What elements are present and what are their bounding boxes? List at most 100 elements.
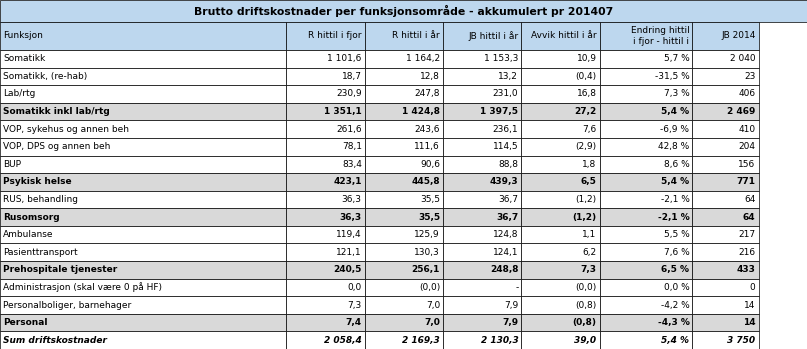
Text: 64: 64 — [743, 213, 755, 222]
Text: 16,8: 16,8 — [576, 89, 596, 98]
Text: 64: 64 — [744, 195, 755, 204]
Text: VOP, DPS og annen beh: VOP, DPS og annen beh — [3, 142, 111, 151]
Text: 119,4: 119,4 — [337, 230, 362, 239]
Text: Brutto driftskostnader per funksjonsområde - akkumulert pr 201407: Brutto driftskostnader per funksjonsområ… — [194, 5, 613, 17]
Bar — [286, 208, 365, 226]
Text: Psykisk helse: Psykisk helse — [3, 177, 72, 186]
Text: 217: 217 — [738, 230, 755, 239]
Bar — [692, 244, 759, 261]
Text: (1,2): (1,2) — [575, 195, 596, 204]
Bar — [365, 244, 443, 261]
Bar — [600, 261, 692, 279]
Text: 111,6: 111,6 — [414, 142, 440, 151]
Bar — [0, 173, 286, 191]
Bar — [286, 261, 365, 279]
Text: 35,5: 35,5 — [418, 213, 440, 222]
Text: (0,0): (0,0) — [575, 283, 596, 292]
Bar — [365, 85, 443, 103]
Text: 6,5 %: 6,5 % — [662, 265, 689, 274]
Bar — [0, 22, 286, 50]
Bar — [443, 332, 521, 349]
Bar — [443, 22, 521, 50]
Bar — [692, 226, 759, 244]
Text: 36,3: 36,3 — [341, 195, 362, 204]
Bar — [521, 279, 600, 296]
Bar — [521, 296, 600, 314]
Bar — [692, 191, 759, 208]
Bar — [286, 226, 365, 244]
Bar — [600, 85, 692, 103]
Text: 771: 771 — [737, 177, 755, 186]
Text: -31,5 %: -31,5 % — [654, 72, 689, 81]
Bar — [600, 208, 692, 226]
Bar — [286, 138, 365, 156]
Text: R hittil i fjor: R hittil i fjor — [308, 31, 362, 40]
Bar — [600, 279, 692, 296]
Bar — [365, 261, 443, 279]
Text: 230,9: 230,9 — [337, 89, 362, 98]
Bar — [0, 85, 286, 103]
Bar — [521, 50, 600, 68]
Bar — [521, 226, 600, 244]
Text: 247,8: 247,8 — [415, 89, 440, 98]
Text: 36,7: 36,7 — [498, 195, 518, 204]
Bar — [692, 173, 759, 191]
Text: -4,3 %: -4,3 % — [658, 318, 689, 327]
Text: 5,4 %: 5,4 % — [662, 336, 689, 345]
Bar — [692, 261, 759, 279]
Bar — [286, 244, 365, 261]
Text: Sum driftskostnader: Sum driftskostnader — [3, 336, 107, 345]
Text: 1 101,6: 1 101,6 — [328, 54, 362, 63]
Text: 7,0: 7,0 — [426, 300, 440, 310]
Text: 8,6 %: 8,6 % — [663, 160, 689, 169]
Text: R hittil i år: R hittil i år — [392, 31, 440, 40]
Bar — [365, 226, 443, 244]
Text: Prehospitale tjenester: Prehospitale tjenester — [3, 265, 117, 274]
Bar — [0, 50, 286, 68]
Text: 5,4 %: 5,4 % — [661, 177, 689, 186]
Bar — [0, 120, 286, 138]
Bar — [600, 120, 692, 138]
Bar — [365, 22, 443, 50]
Text: 7,3: 7,3 — [580, 265, 596, 274]
Text: 261,6: 261,6 — [337, 125, 362, 134]
Bar — [521, 332, 600, 349]
Text: 1 424,8: 1 424,8 — [402, 107, 440, 116]
Bar — [443, 173, 521, 191]
Text: 216: 216 — [738, 248, 755, 257]
Bar — [521, 314, 600, 332]
Text: 10,9: 10,9 — [576, 54, 596, 63]
Text: Lab/rtg: Lab/rtg — [3, 89, 36, 98]
Bar — [0, 138, 286, 156]
Bar — [286, 332, 365, 349]
Text: 13,2: 13,2 — [499, 72, 518, 81]
Bar — [365, 68, 443, 85]
Bar — [286, 314, 365, 332]
Bar — [286, 296, 365, 314]
Text: Personal: Personal — [3, 318, 48, 327]
Bar — [365, 50, 443, 68]
Text: 410: 410 — [738, 125, 755, 134]
Text: Funksjon: Funksjon — [3, 31, 43, 40]
Bar — [443, 191, 521, 208]
Text: 7,4: 7,4 — [345, 318, 362, 327]
Text: 130,3: 130,3 — [414, 248, 440, 257]
Text: 0: 0 — [750, 283, 755, 292]
Bar — [692, 22, 759, 50]
Text: Ambulanse: Ambulanse — [3, 230, 53, 239]
Bar — [692, 314, 759, 332]
Text: 6,2: 6,2 — [583, 248, 596, 257]
Text: 3 750: 3 750 — [727, 336, 755, 345]
Text: 121,1: 121,1 — [337, 248, 362, 257]
Text: 5,4 %: 5,4 % — [661, 107, 689, 116]
Bar — [443, 296, 521, 314]
Text: 90,6: 90,6 — [420, 160, 440, 169]
Text: Somatikk inkl lab/rtg: Somatikk inkl lab/rtg — [3, 107, 110, 116]
Bar — [692, 279, 759, 296]
Bar — [365, 156, 443, 173]
Bar — [521, 156, 600, 173]
Bar — [692, 50, 759, 68]
Text: RUS, behandling: RUS, behandling — [3, 195, 78, 204]
Text: 39,0: 39,0 — [575, 336, 596, 345]
Bar — [600, 296, 692, 314]
